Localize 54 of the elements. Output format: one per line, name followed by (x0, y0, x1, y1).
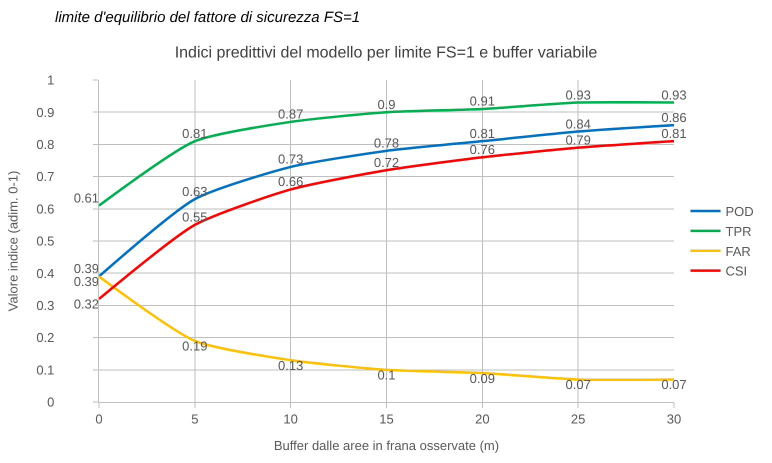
x-tick-label: 10 (283, 412, 298, 427)
data-label: 0.86 (661, 110, 687, 125)
data-label: 0.84 (566, 116, 591, 132)
legend-label: TPR (726, 224, 752, 239)
data-label: 0.81 (470, 126, 495, 141)
x-tick-label: 5 (191, 412, 198, 427)
data-label: 0.39 (74, 274, 99, 290)
chart-title: Indici predittivi del modello per limite FS=1 e buffer variabile (174, 44, 598, 62)
data-label: 0.9 (377, 96, 396, 112)
legend-label: FAR (726, 244, 751, 259)
text: limite d'equilibrio del fattore di sicurezza FS=1 (55, 9, 360, 26)
data-label: 0.61 (74, 190, 99, 206)
x-tick-label: 25 (570, 412, 586, 427)
y-tick-label: 0.7 (36, 169, 54, 184)
data-label: 0.39 (74, 261, 99, 276)
y-tick-label: 0.5 (36, 234, 54, 249)
data-label: 0.63 (182, 184, 208, 199)
data-label: 0.81 (661, 126, 687, 141)
data-label: 0.09 (470, 370, 495, 386)
y-tick-label: 0.8 (36, 136, 54, 152)
y-axis-title: Valore indice (adim. 0-1) (5, 170, 20, 312)
y-tick-label: 0.4 (36, 266, 54, 281)
y-tick-label: 0.6 (36, 201, 54, 216)
legend-label: CSI (726, 264, 748, 279)
data-label: 0.81 (182, 126, 208, 141)
data-label: 0.32 (74, 296, 99, 312)
data-label: 0.07 (566, 377, 591, 392)
data-label: 0.78 (374, 136, 400, 151)
y-tick-label: 0 (47, 394, 54, 410)
x-tick-label: 30 (666, 412, 682, 427)
x-tick-label: 20 (475, 412, 490, 427)
data-label: 0.19 (182, 338, 208, 354)
y-tick-label: 0.3 (36, 298, 54, 313)
y-tick-label: 1 (47, 72, 54, 88)
data-label: 0.66 (278, 174, 304, 190)
data-label: 0.93 (661, 87, 687, 102)
data-label: 0.72 (374, 154, 400, 170)
data-label: 0.55 (182, 210, 208, 225)
data-label: 0.79 (566, 132, 591, 148)
x-axis-title: Buffer dalle aree in frana osservate (m) (274, 438, 500, 454)
y-tick-label: 0.2 (36, 330, 54, 346)
data-label: 0.73 (278, 152, 304, 167)
data-label: 0.91 (470, 94, 495, 109)
data-label: 0.93 (566, 87, 591, 102)
data-label: 0.13 (278, 358, 304, 373)
x-tick-label: 0 (95, 412, 103, 427)
data-label: 0.1 (377, 368, 396, 383)
legend-label: POD (726, 204, 754, 220)
y-tick-label: 0.1 (36, 362, 54, 378)
data-label: 0.87 (278, 106, 304, 122)
data-label: 0.76 (470, 142, 495, 158)
data-label: 0.07 (661, 377, 687, 392)
x-tick-label: 15 (379, 412, 394, 427)
y-tick-label: 0.9 (36, 104, 54, 120)
